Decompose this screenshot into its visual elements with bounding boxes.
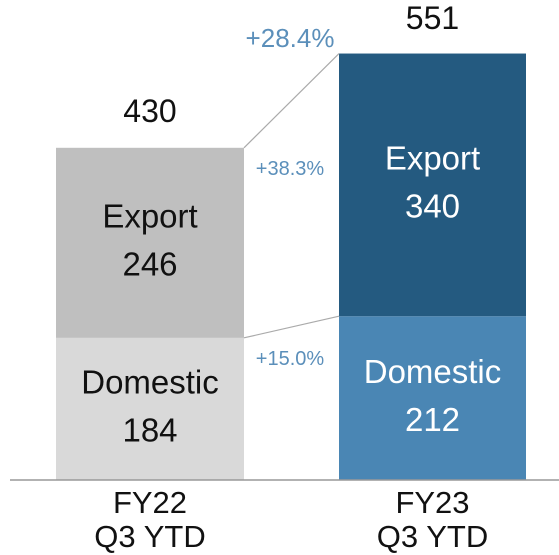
category-text: FY22 Q3 YTD (94, 486, 206, 554)
category-text: FY23 Q3 YTD (376, 486, 489, 554)
segment-name: Export (385, 140, 480, 177)
segment-value: 340 (405, 188, 460, 225)
bar-segment (56, 147, 244, 338)
bar-segment (339, 316, 526, 480)
segment-value: 184 (122, 412, 177, 449)
bar-segment (339, 53, 526, 317)
connector (243, 315, 340, 339)
segment-name: Domestic (81, 364, 219, 401)
connector (243, 53, 340, 149)
total-growth-label: +28.4% (246, 23, 335, 53)
bar-segment (56, 337, 244, 480)
growth-label: +38.3% (256, 158, 325, 180)
segment-name: Export (102, 198, 197, 235)
segment-name: Domestic (364, 353, 502, 390)
total-label: 551 (406, 0, 459, 36)
segment-value: 246 (122, 246, 177, 283)
category-label: FY23 Q3 YTD (376, 486, 489, 554)
growth-label: +15.0% (256, 348, 325, 370)
category-label: FY22 Q3 YTD (94, 486, 206, 554)
total-label: 430 (123, 93, 176, 129)
segment-value: 212 (405, 401, 460, 438)
